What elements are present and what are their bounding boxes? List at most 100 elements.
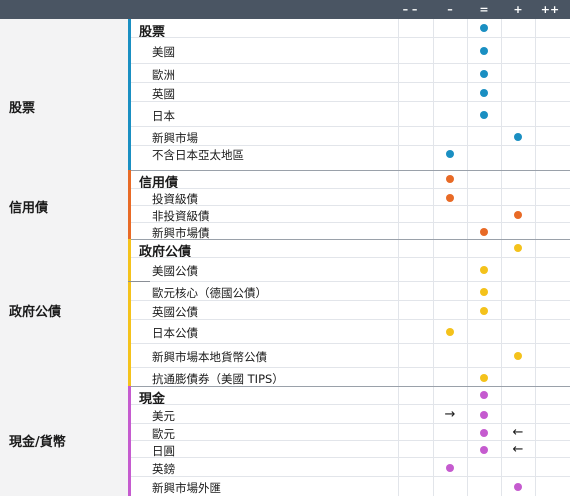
table-row: 日本公債 [131,319,570,344]
col-header-strong-overweight: ++ [540,3,560,16]
table-header: – – – = + ++ [0,0,570,19]
view-dot [446,464,454,472]
view-dot [480,429,488,437]
row-label: 英國公債 [152,305,198,319]
group-label-cell: 政府公債 [0,239,128,386]
table-row: 投資級債 [131,188,570,206]
table-row: 英國公債 [131,300,570,320]
row-label: 非投資級債 [152,209,210,223]
col-header-strong-underweight: – – [402,3,418,16]
table-row: 歐洲 [131,63,570,83]
view-dot [480,411,488,419]
row-label: 美國 [152,45,175,59]
table-row: 新興市場外匯 [131,476,570,497]
table-row: 新興市場 [131,126,570,146]
row-label: 歐洲 [152,68,175,82]
row-label: 股票 [139,25,166,40]
table-row: 英國 [131,82,570,102]
group-head-row: 現金 [131,386,570,407]
table-row: 非投資級債 [131,205,570,223]
view-dot [480,288,488,296]
group-separator [0,386,570,387]
table-row: 美元 → [131,404,570,424]
row-label: 不含日本亞太地區 [152,148,244,162]
view-dot [480,307,488,315]
group-head-row: 股票 [131,19,570,40]
view-dot [480,70,488,78]
row-label: 美元 [152,409,175,423]
group-separator [0,239,570,240]
row-label: 英鎊 [152,462,175,476]
row-label: 日圓 [152,444,175,458]
view-dot [480,111,488,119]
view-dot [480,391,488,399]
row-label: 日本公債 [152,326,198,340]
group-label-cell: 現金/貨幣 [0,386,128,496]
group-label-cell: 股票 [0,19,128,170]
view-dot [446,328,454,336]
row-label: 新興市場本地貨幣公債 [152,350,267,364]
table-row: 歐元核心（德國公債） [131,281,570,301]
table-row: 歐元 ← [131,423,570,441]
table-row: 日圓 ← [131,440,570,458]
view-dot [480,89,488,97]
connector-line [128,281,150,282]
group-label: 股票 [9,101,36,116]
row-label: 歐元 [152,427,175,441]
table-row: 美國 [131,37,570,64]
table-row: 美國公債 [131,257,570,282]
view-dot [480,47,488,55]
view-dot [480,266,488,274]
asset-view-table: 股票 股票 美國 歐洲 英國 日本 新興市場 不含日本亞太地區 信用債 信用債 投資級債 非投資級債新… [0,19,570,501]
view-dot [514,483,522,491]
table-row: 日本 [131,101,570,127]
group-color-bar [128,239,131,386]
arrow-left-icon: ← [512,442,524,457]
asset-group: 政府公債 政府公債 美國公債 歐元核心（德國公債） 英國公債 日本公債 新興市場本地貨幣公債… [0,239,570,386]
group-separator [0,170,570,171]
row-label: 英國 [152,87,175,101]
asset-group: 股票 股票 美國 歐洲 英國 日本 新興市場 不含日本亞太地區 [0,19,570,170]
row-label: 政府公債 [139,245,192,260]
row-label: 抗通膨債券（美國 TIPS） [152,372,284,386]
group-head-row: 信用債 [131,170,570,191]
row-label: 現金 [139,392,166,407]
table-row: 英鎊 [131,457,570,477]
row-label: 信用債 [139,176,179,191]
row-label: 投資級債 [152,192,198,206]
row-label: 新興市場債 [152,226,210,240]
view-dot [446,175,454,183]
col-header-neutral: = [479,3,489,16]
group-color-bar [128,19,131,170]
table-row: 不含日本亞太地區 [131,145,570,162]
view-dot [446,150,454,158]
row-label: 新興市場 [152,131,198,145]
view-dot [514,244,522,252]
row-label: 日本 [152,109,175,123]
group-label: 現金/貨幣 [9,435,66,450]
table-row: 新興市場債 [131,222,570,240]
view-dot [446,194,454,202]
view-dot [480,446,488,454]
view-dot [514,133,522,141]
row-label: 新興市場外匯 [152,481,221,495]
asset-group: 信用債 信用債 投資級債 非投資級債 新興市場債 [0,170,570,240]
arrow-right-icon: → [444,407,456,422]
group-head-row: 政府公債 [131,239,570,260]
group-color-bar [128,170,131,239]
group-label-cell: 信用債 [0,170,128,239]
view-dot [514,211,522,219]
group-label: 政府公債 [9,305,62,320]
row-label: 歐元核心（德國公債） [152,286,267,300]
row-label: 美國公債 [152,264,198,278]
table-row: 新興市場本地貨幣公債 [131,343,570,368]
col-header-overweight: + [513,3,523,16]
view-dot [514,352,522,360]
group-color-bar [128,386,131,496]
col-header-underweight: – [447,3,453,16]
arrow-left-icon: ← [512,425,524,440]
table-row: 抗通膨債券（美國 TIPS） [131,367,570,387]
view-dot [480,374,488,382]
view-dot [480,228,488,236]
asset-group: 現金/貨幣 現金美元 → 歐元 ← 日圓 ← 英鎊新興市場外匯 [0,386,570,496]
